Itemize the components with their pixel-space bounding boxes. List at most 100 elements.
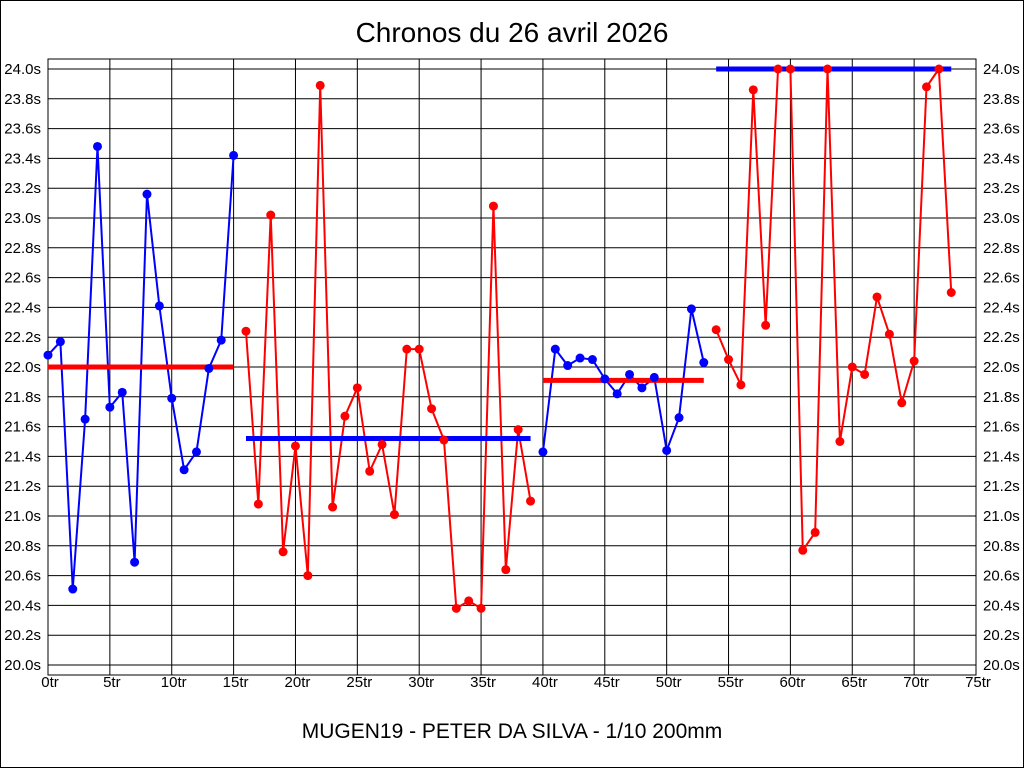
stint-1-data-point xyxy=(80,414,90,424)
y-tick-label-right: 21.4s xyxy=(983,448,1020,465)
x-tick-label: 65tr xyxy=(841,674,867,691)
y-tick-label-left: 21.8s xyxy=(4,389,41,406)
stint-4-data-point xyxy=(897,398,907,408)
y-tick-label-right: 23.2s xyxy=(983,180,1020,197)
y-tick-label-left: 21.0s xyxy=(4,508,41,525)
stint-3-data-point xyxy=(587,355,597,365)
stint-4-data-point xyxy=(823,64,833,74)
y-tick-label-left: 23.8s xyxy=(4,91,41,108)
x-tick-label: 55tr xyxy=(718,674,744,691)
y-tick-label-left: 23.0s xyxy=(4,210,41,227)
y-tick-label-right: 24.0s xyxy=(983,61,1020,78)
stint-4-data-point xyxy=(724,355,734,365)
stint-4-data-point xyxy=(860,369,870,379)
stint-2-data-point xyxy=(328,502,338,512)
stint-2-data-point xyxy=(253,499,263,509)
x-tick-label: 10tr xyxy=(161,674,187,691)
y-tick-label-left: 21.6s xyxy=(4,419,41,436)
y-tick-label-left: 22.2s xyxy=(4,329,41,346)
stint-1-data-point xyxy=(216,335,226,345)
y-tick-label-right: 21.0s xyxy=(983,508,1020,525)
stint-2-data-point xyxy=(266,210,276,220)
chart-footer-caption: MUGEN19 - PETER DA SILVA - 1/10 200mm xyxy=(301,720,723,743)
stint-2-data-point xyxy=(427,404,437,414)
y-tick-label-right: 23.0s xyxy=(983,210,1020,227)
stint-4-data-point xyxy=(748,85,758,95)
stint-2-data-point xyxy=(402,344,412,354)
stint-4-data-point xyxy=(810,527,820,537)
stint-3-data-point xyxy=(699,358,709,368)
stint-1-data-point xyxy=(43,350,53,360)
y-tick-label-left: 20.8s xyxy=(4,538,41,555)
y-tick-label-right: 22.0s xyxy=(983,359,1020,376)
y-tick-label-right: 20.8s xyxy=(983,538,1020,555)
stint-2-data-point xyxy=(439,435,449,445)
y-tick-label-right: 20.2s xyxy=(983,627,1020,644)
stint-2-line xyxy=(244,85,532,611)
stint-4-data-point xyxy=(736,380,746,390)
stint-3-data-point xyxy=(563,361,573,371)
y-tick-label-right: 22.6s xyxy=(983,270,1020,287)
stint-2-data-point xyxy=(513,425,523,435)
stint-4-data-point xyxy=(785,64,795,74)
x-tick-label: 5tr xyxy=(103,674,121,691)
stint-2-data-point xyxy=(476,603,486,613)
stint-2-data-point xyxy=(340,411,350,421)
stint-3-data-point xyxy=(612,389,622,399)
x-tick-label: 20tr xyxy=(285,674,311,691)
y-tick-label-left: 23.4s xyxy=(4,150,41,167)
stint-1-data-point xyxy=(68,584,78,594)
y-tick-label-left: 24.0s xyxy=(4,61,41,78)
y-tick-label-right: 20.0s xyxy=(983,657,1020,674)
stint-1-data-point xyxy=(191,447,201,457)
y-tick-label-left: 21.4s xyxy=(4,448,41,465)
y-tick-label-left: 20.6s xyxy=(4,568,41,585)
chart-title: Chronos du 26 avril 2026 xyxy=(355,17,669,48)
stint-4-data-point xyxy=(711,325,721,335)
stint-3-data-point xyxy=(674,413,684,423)
stint-1-data-point xyxy=(130,557,140,567)
stint-4-data-point xyxy=(934,64,944,74)
x-tick-label: 35tr xyxy=(470,674,496,691)
stint-3-data-point xyxy=(600,374,610,384)
stint-1-data-point xyxy=(154,301,164,311)
x-tick-label: 70tr xyxy=(903,674,929,691)
y-tick-label-left: 22.4s xyxy=(4,299,41,316)
y-tick-label-left: 21.2s xyxy=(4,478,41,495)
stint-4-data-point xyxy=(922,82,932,92)
y-tick-label-right: 22.4s xyxy=(983,299,1020,316)
stint-1-data-point xyxy=(229,150,239,160)
stint-4-data-point xyxy=(946,288,956,297)
stint-2-data-point xyxy=(464,596,474,606)
stint-2-data-point xyxy=(377,439,387,449)
stint-1-data-point xyxy=(105,402,115,412)
stint-1-data-point xyxy=(142,189,152,199)
x-tick-label: 50tr xyxy=(656,674,682,691)
stint-4-data-point xyxy=(798,545,808,555)
stint-1-data-point xyxy=(117,387,127,397)
stint-2-data-point xyxy=(389,510,399,520)
x-tick-label: 15tr xyxy=(223,674,249,691)
y-tick-label-right: 22.8s xyxy=(983,240,1020,257)
stint-3-data-point xyxy=(575,353,585,363)
stint-1-data-point xyxy=(179,465,189,475)
x-tick-label: 40tr xyxy=(532,674,558,691)
y-tick-label-right: 23.4s xyxy=(983,150,1020,167)
y-tick-label-right: 20.4s xyxy=(983,597,1020,614)
stint-2-data-point xyxy=(352,383,362,393)
stint-2-data-point xyxy=(451,603,461,613)
x-tick-label: 30tr xyxy=(408,674,434,691)
stint-2-data-point xyxy=(365,466,375,476)
stint-1-data-point xyxy=(167,393,177,403)
x-tick-label: 0tr xyxy=(41,674,59,691)
stint-4-data-point xyxy=(909,356,919,366)
stint-1-data-point xyxy=(204,363,214,373)
y-tick-label-right: 23.6s xyxy=(983,121,1020,138)
stint-2-data-point xyxy=(488,201,498,211)
stint-4-data-point xyxy=(773,64,783,74)
stint-4-data-point xyxy=(884,329,894,339)
stint-3-data-point xyxy=(538,447,548,457)
stint-2-data-point xyxy=(241,326,251,336)
y-tick-label-left: 22.0s xyxy=(4,359,41,376)
